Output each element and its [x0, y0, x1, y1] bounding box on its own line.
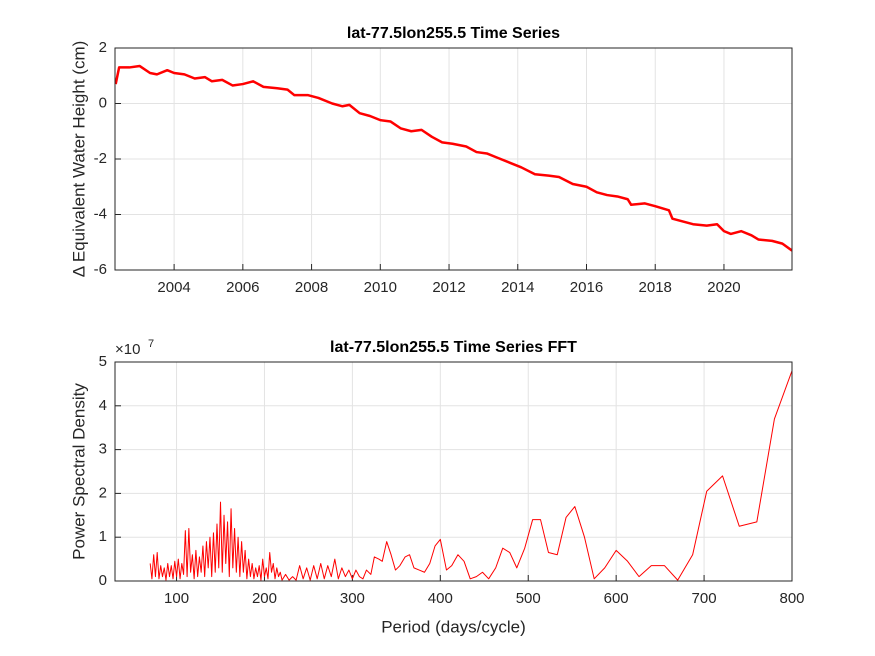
x-tick-label: 2020 [707, 279, 740, 296]
x-axis-label: Period (days/cycle) [381, 617, 526, 636]
chart-title: lat-77.5lon255.5 Time Series FFT [330, 339, 577, 356]
y-tick-label: 0 [99, 572, 107, 589]
axes-box [114, 361, 793, 582]
x-tick-label: 400 [428, 590, 453, 607]
x-tick-label: 700 [692, 590, 717, 607]
y-multiplier-exponent: 7 [148, 338, 154, 350]
y-tick-label: 4 [99, 397, 107, 414]
y-axis-label: Power Spectral Density [69, 383, 88, 560]
y-tick-label: 0 [99, 94, 107, 111]
x-tick-label: 2012 [432, 279, 465, 296]
y-tick-label: 2 [99, 39, 107, 56]
y-tick-label: -2 [94, 150, 107, 167]
x-tick-label: 200 [252, 590, 277, 607]
x-tick-label: 500 [516, 590, 541, 607]
x-tick-label: 2010 [364, 279, 397, 296]
y-tick-label: 5 [99, 353, 107, 370]
y-tick-label: -6 [94, 261, 107, 278]
y-tick-label: 1 [99, 528, 107, 545]
y-axis-label: Δ Equivalent Water Height (cm) [69, 41, 88, 278]
y-tick-label: 3 [99, 441, 107, 458]
y-tick-label: -4 [94, 205, 107, 222]
x-tick-label: 2016 [570, 279, 603, 296]
x-tick-label: 2004 [157, 279, 190, 296]
y-multiplier-base: ×10 [115, 341, 140, 358]
x-tick-label: 300 [340, 590, 365, 607]
data-line [115, 64, 792, 252]
y-tick-label: 2 [99, 484, 107, 501]
x-tick-label: 600 [604, 590, 629, 607]
x-tick-label: 100 [164, 590, 189, 607]
axes-box [114, 47, 793, 271]
x-tick-label: 2014 [501, 279, 534, 296]
x-tick-label: 2018 [639, 279, 672, 296]
x-tick-label: 800 [779, 590, 804, 607]
data-line [149, 370, 792, 581]
chart-title: lat-77.5lon255.5 Time Series [347, 25, 560, 42]
x-tick-label: 2006 [226, 279, 259, 296]
x-tick-label: 2008 [295, 279, 328, 296]
